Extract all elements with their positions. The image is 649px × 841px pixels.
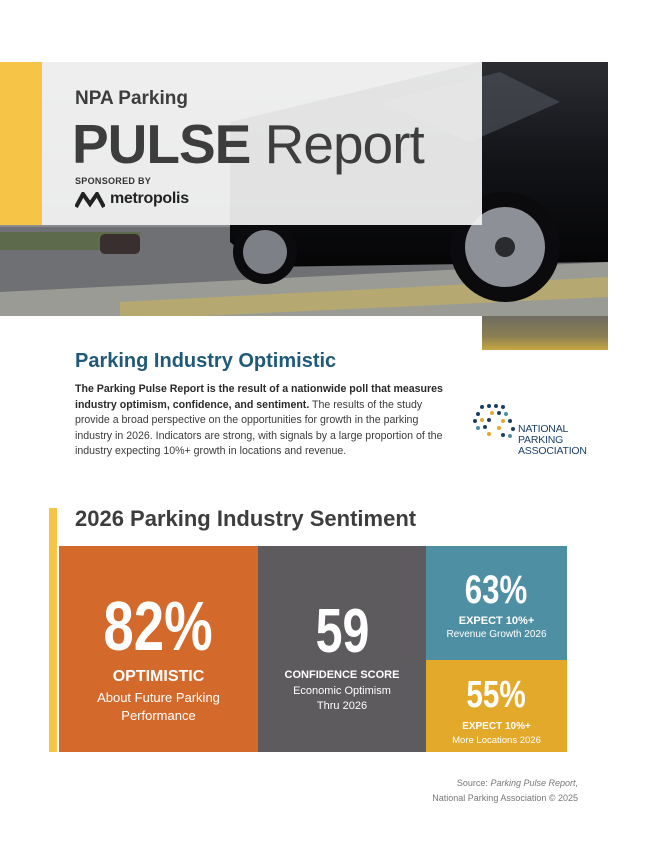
source-prefix: Source: bbox=[456, 778, 488, 788]
stat-caption: Revenue Growth 2026 bbox=[446, 629, 547, 640]
logo-line: NATIONAL bbox=[518, 423, 569, 435]
stat-caption: More Locations 2026 bbox=[452, 735, 541, 746]
title-rest: Report bbox=[264, 113, 425, 175]
source-line: National Parking Association © 2025 bbox=[432, 793, 578, 803]
source-line: Source: Parking Pulse Report, bbox=[330, 776, 578, 791]
accent-bar bbox=[0, 62, 42, 225]
accent-bar bbox=[49, 508, 57, 752]
report-title: PULSE Report bbox=[72, 112, 425, 176]
source-title: Parking Pulse Report, bbox=[490, 778, 578, 788]
kicker: NPA Parking bbox=[75, 88, 188, 109]
title-bold: PULSE bbox=[72, 113, 251, 175]
title-panel bbox=[42, 62, 482, 225]
sponsor-name: metropolis bbox=[110, 190, 189, 207]
stat-card: 59 CONFIDENCE SCORE Economic Optimism Th… bbox=[258, 546, 426, 752]
stat-label: CONFIDENCE SCORE bbox=[284, 669, 400, 681]
stat-card: 82% OPTIMISTIC About Future Parking Perf… bbox=[59, 546, 258, 752]
stat-value: 59 bbox=[315, 597, 369, 666]
stat-value: 55% bbox=[466, 674, 527, 716]
stat-label: EXPECT 10%+ bbox=[458, 615, 535, 627]
sentiment-heading: 2026 Parking Industry Sentiment bbox=[75, 506, 417, 531]
stat-value: 82% bbox=[103, 587, 214, 665]
stat-card: 63% EXPECT 10%+ Revenue Growth 2026 bbox=[426, 546, 567, 660]
npa-logo-text: NATIONAL PARKING ASSOCIATION bbox=[518, 424, 587, 457]
sponsor-logo-mark bbox=[75, 192, 105, 208]
stat-value: 63% bbox=[465, 568, 528, 612]
stat-label: EXPECT 10%+ bbox=[462, 721, 531, 732]
logo-line: PARKING bbox=[518, 434, 564, 446]
npa-logo-dots bbox=[473, 404, 515, 438]
section-heading: Parking Industry Optimistic bbox=[75, 350, 337, 372]
stat-value-wrap: 55% bbox=[426, 674, 567, 717]
stat-caption: Economic Optimism Thru 2026 bbox=[293, 685, 391, 712]
stat-value-wrap: 63% bbox=[426, 568, 567, 613]
stat-value-wrap: 82% bbox=[59, 586, 258, 666]
source-note: Source: Parking Pulse Report, National P… bbox=[330, 776, 578, 806]
stat-caption: About Future Parking Performance bbox=[97, 690, 220, 723]
photo-strip bbox=[482, 316, 608, 350]
lead-sentence: The Parking Pulse Report is the result o… bbox=[75, 383, 443, 411]
intro-paragraph: The Parking Pulse Report is the result o… bbox=[75, 382, 447, 460]
stat-card: 55% EXPECT 10%+ More Locations 2026 bbox=[426, 660, 567, 752]
sponsored-by: SPONSORED BY bbox=[75, 176, 152, 186]
logo-line: ASSOCIATION bbox=[518, 445, 587, 457]
stat-value-wrap: 59 bbox=[258, 596, 426, 667]
stat-label: OPTIMISTIC bbox=[112, 668, 205, 685]
body-text: The results of the study provide a broad… bbox=[75, 398, 443, 458]
